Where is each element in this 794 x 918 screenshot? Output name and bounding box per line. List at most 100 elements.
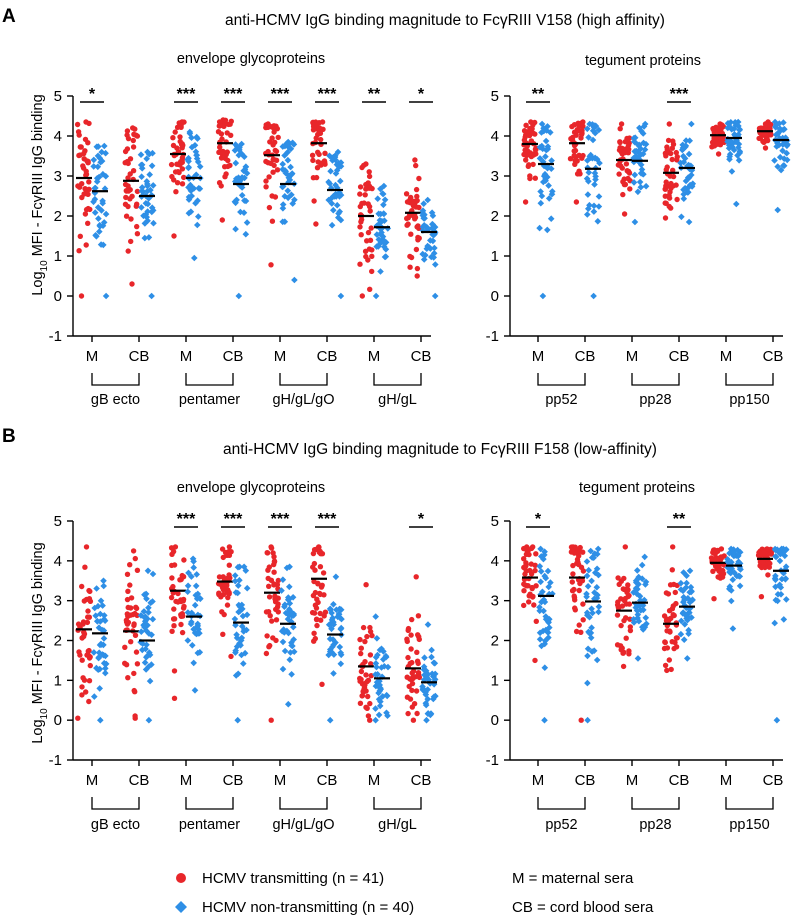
point-non-transmitting bbox=[541, 598, 549, 606]
point-transmitting bbox=[268, 717, 274, 723]
point-non-transmitting bbox=[537, 188, 544, 195]
panel-b-title: anti-HCMV IgG binding magnitude to FcγRI… bbox=[223, 441, 657, 458]
y-tick-label: 4 bbox=[491, 128, 499, 145]
point-non-transmitting bbox=[337, 292, 345, 300]
point-non-transmitting bbox=[728, 126, 735, 133]
point-transmitting bbox=[615, 604, 622, 611]
point-non-transmitting bbox=[142, 200, 150, 207]
point-non-transmitting bbox=[634, 611, 642, 618]
point-non-transmitting bbox=[381, 196, 389, 204]
point-non-transmitting bbox=[782, 563, 790, 570]
category-label: CB bbox=[575, 772, 596, 789]
point-non-transmitting bbox=[430, 673, 437, 680]
point-non-transmitting bbox=[94, 204, 102, 211]
point-non-transmitting bbox=[686, 181, 694, 189]
point-transmitting bbox=[79, 657, 85, 663]
point-non-transmitting bbox=[539, 627, 547, 635]
point-non-transmitting bbox=[95, 215, 102, 222]
point-non-transmitting bbox=[234, 716, 241, 724]
point-transmitting bbox=[127, 196, 133, 202]
point-non-transmitting bbox=[589, 609, 596, 617]
point-transmitting bbox=[574, 158, 580, 164]
point-non-transmitting bbox=[545, 182, 552, 189]
significance-label: ** bbox=[368, 86, 381, 103]
point-non-transmitting bbox=[149, 570, 157, 578]
point-non-transmitting bbox=[586, 153, 594, 160]
point-transmitting bbox=[523, 547, 530, 553]
point-non-transmitting bbox=[289, 594, 297, 601]
point-non-transmitting bbox=[96, 228, 103, 235]
point-non-transmitting bbox=[421, 215, 428, 222]
point-non-transmitting bbox=[426, 680, 434, 687]
point-non-transmitting bbox=[377, 210, 384, 218]
point-transmitting bbox=[627, 186, 633, 192]
point-transmitting bbox=[580, 568, 587, 574]
point-non-transmitting bbox=[428, 653, 435, 661]
point-non-transmitting bbox=[373, 231, 381, 238]
point-non-transmitting bbox=[631, 171, 639, 179]
point-non-transmitting bbox=[431, 292, 439, 300]
point-transmitting bbox=[181, 557, 187, 563]
point-transmitting bbox=[179, 166, 186, 172]
point-non-transmitting bbox=[148, 661, 155, 668]
point-transmitting bbox=[569, 547, 576, 553]
group-label: pentamer bbox=[179, 817, 240, 833]
point-non-transmitting bbox=[431, 223, 439, 231]
group-label: gH/gL bbox=[378, 392, 417, 408]
point-transmitting bbox=[87, 598, 94, 604]
point-transmitting bbox=[171, 623, 177, 629]
point-transmitting bbox=[624, 586, 630, 592]
point-non-transmitting bbox=[772, 553, 779, 560]
point-non-transmitting bbox=[772, 576, 779, 584]
point-non-transmitting bbox=[332, 639, 339, 646]
point-non-transmitting bbox=[188, 143, 196, 151]
point-transmitting bbox=[270, 635, 276, 641]
point-transmitting bbox=[274, 167, 281, 173]
point-transmitting bbox=[358, 645, 364, 651]
point-non-transmitting bbox=[736, 565, 744, 573]
point-non-transmitting bbox=[146, 649, 153, 656]
point-transmitting bbox=[670, 544, 676, 550]
category-label: M bbox=[626, 772, 639, 789]
point-non-transmitting bbox=[243, 584, 251, 592]
point-non-transmitting bbox=[639, 170, 647, 178]
point-non-transmitting bbox=[279, 201, 287, 208]
point-non-transmitting bbox=[94, 163, 102, 171]
point-non-transmitting bbox=[328, 200, 336, 207]
point-non-transmitting bbox=[374, 671, 381, 678]
point-transmitting bbox=[224, 130, 230, 136]
point-transmitting bbox=[318, 551, 324, 557]
category-label: CB bbox=[411, 772, 432, 789]
point-non-transmitting bbox=[590, 202, 598, 210]
point-non-transmitting bbox=[188, 192, 195, 200]
point-transmitting bbox=[408, 632, 414, 638]
point-non-transmitting bbox=[375, 711, 383, 719]
point-non-transmitting bbox=[638, 128, 645, 135]
point-non-transmitting bbox=[232, 141, 239, 148]
point-transmitting bbox=[85, 191, 91, 197]
point-non-transmitting bbox=[686, 567, 694, 575]
point-transmitting bbox=[571, 593, 577, 599]
point-non-transmitting bbox=[384, 663, 392, 671]
point-non-transmitting bbox=[380, 201, 387, 209]
point-non-transmitting bbox=[238, 634, 246, 642]
point-non-transmitting bbox=[424, 621, 432, 628]
point-non-transmitting bbox=[729, 625, 737, 632]
point-non-transmitting bbox=[782, 576, 789, 583]
point-transmitting bbox=[314, 622, 320, 629]
point-non-transmitting bbox=[536, 629, 544, 637]
point-non-transmitting bbox=[540, 555, 547, 563]
point-transmitting bbox=[618, 596, 624, 602]
point-non-transmitting bbox=[588, 624, 595, 631]
point-non-transmitting bbox=[547, 129, 554, 136]
point-non-transmitting bbox=[232, 649, 239, 656]
category-label: CB bbox=[669, 348, 690, 365]
point-non-transmitting bbox=[188, 618, 195, 626]
point-non-transmitting bbox=[138, 184, 146, 191]
point-transmitting bbox=[410, 717, 417, 723]
point-non-transmitting bbox=[240, 660, 247, 667]
point-transmitting bbox=[674, 196, 680, 203]
point-transmitting bbox=[413, 574, 419, 580]
point-non-transmitting bbox=[290, 636, 297, 643]
point-non-transmitting bbox=[634, 567, 641, 574]
